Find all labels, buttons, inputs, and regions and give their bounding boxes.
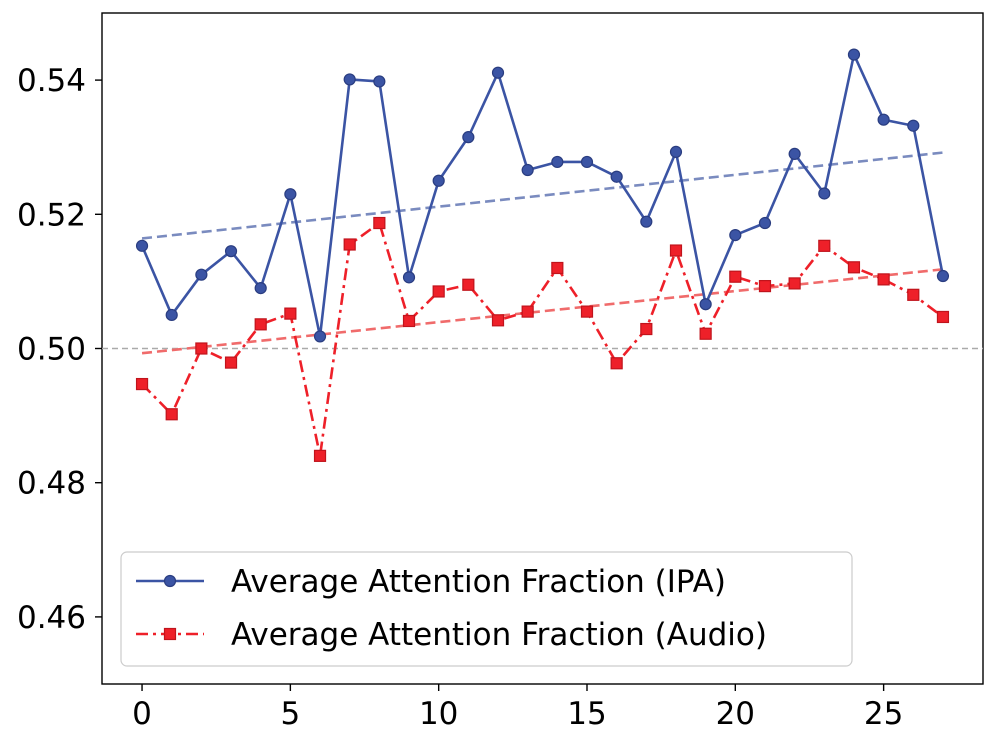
data-point-audio <box>135 377 149 391</box>
data-point-audio <box>343 238 356 251</box>
data-point-audio <box>669 244 683 257</box>
data-point-audio <box>936 310 950 324</box>
data-point-ipa <box>313 330 327 343</box>
y-tick-label: 0.46 <box>17 600 86 636</box>
x-tick-label: 20 <box>716 696 755 732</box>
data-point-audio <box>254 318 267 331</box>
series-layer <box>135 48 950 462</box>
data-point-audio <box>877 273 890 286</box>
data-point-ipa <box>847 48 861 61</box>
data-point-audio <box>284 307 297 320</box>
data-point-ipa <box>373 75 386 88</box>
data-point-audio <box>610 357 623 370</box>
data-point-audio <box>907 288 920 301</box>
data-point-ipa <box>402 271 416 284</box>
data-point-audio <box>818 239 831 252</box>
axis-layer: 0 5 10 15 20 25 0.46 0.48 0.50 0.52 0.54 <box>17 63 903 732</box>
data-point-ipa <box>195 268 208 281</box>
legend-marker-audio <box>163 627 177 641</box>
legend-box <box>120 551 853 667</box>
data-point-ipa <box>699 298 712 311</box>
data-point-audio <box>195 342 208 355</box>
data-point-audio <box>788 277 801 290</box>
data-point-audio <box>758 279 772 293</box>
data-point-ipa <box>788 147 801 161</box>
data-point-ipa <box>758 216 772 230</box>
series-line-ipa <box>140 53 945 338</box>
data-point-audio <box>521 305 534 318</box>
data-point-ipa <box>729 229 742 242</box>
data-point-audio <box>402 314 416 328</box>
data-point-audio <box>491 314 505 327</box>
data-point-audio <box>313 449 327 462</box>
data-point-ipa <box>907 119 920 132</box>
x-tick-label: 0 <box>132 696 152 732</box>
legend-label-ipa: Average Attention Fraction (IPA) <box>231 564 726 600</box>
x-tick-label: 5 <box>280 696 300 732</box>
data-point-ipa <box>254 282 267 295</box>
data-point-ipa <box>343 73 356 86</box>
y-tick-label: 0.48 <box>17 466 86 502</box>
data-point-ipa <box>165 308 178 322</box>
data-point-ipa <box>580 155 594 169</box>
x-tick-label: 25 <box>864 696 903 732</box>
data-point-ipa <box>462 131 475 144</box>
data-point-ipa <box>610 170 623 183</box>
data-point-audio <box>847 261 861 274</box>
legend-label-audio: Average Attention Fraction (Audio) <box>231 617 767 653</box>
y-tick-label: 0.54 <box>17 63 86 99</box>
data-point-ipa <box>669 145 683 158</box>
data-point-audio <box>640 322 653 336</box>
data-point-audio <box>165 408 178 421</box>
data-point-ipa <box>521 163 534 177</box>
data-point-audio <box>729 270 742 283</box>
data-point-audio <box>580 305 594 318</box>
series-line-audio <box>141 221 944 458</box>
data-point-ipa <box>284 188 297 201</box>
x-tick-label: 10 <box>419 696 458 732</box>
legend: Average Attention Fraction (IPA) Average … <box>120 551 853 667</box>
data-point-audio <box>373 216 386 230</box>
data-point-ipa <box>224 245 238 258</box>
y-tick-label: 0.52 <box>17 197 86 233</box>
data-point-audio <box>551 261 564 275</box>
data-point-audio <box>699 327 712 340</box>
data-point-audio <box>462 278 475 291</box>
data-point-ipa <box>936 269 950 283</box>
y-tick-label: 0.50 <box>17 332 86 368</box>
data-point-audio <box>224 356 238 369</box>
data-point-ipa <box>432 174 445 187</box>
data-point-ipa <box>818 187 831 200</box>
x-tick-label: 15 <box>567 696 606 732</box>
data-point-ipa <box>491 66 505 79</box>
data-point-audio <box>432 285 445 298</box>
legend-marker-ipa <box>163 574 177 588</box>
data-point-ipa <box>877 113 890 126</box>
data-point-ipa <box>551 155 564 169</box>
data-point-ipa <box>135 239 149 252</box>
data-point-ipa <box>640 215 653 228</box>
